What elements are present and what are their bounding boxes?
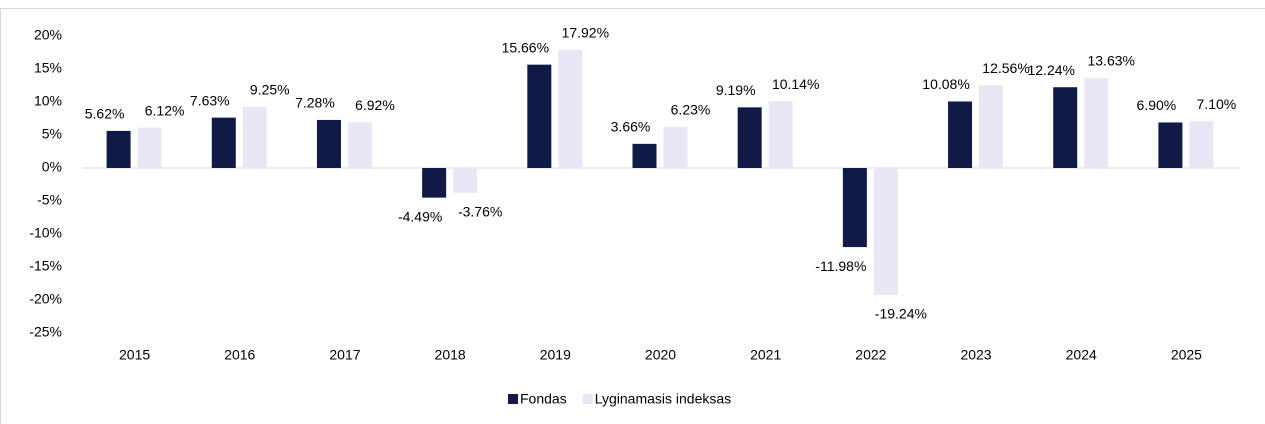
data-label: -3.76% bbox=[458, 204, 502, 220]
y-tick-label: 10% bbox=[34, 93, 62, 109]
bar bbox=[663, 126, 688, 168]
bar bbox=[979, 85, 1004, 168]
bar bbox=[873, 168, 898, 295]
y-tick-label: -10% bbox=[29, 225, 62, 241]
bar bbox=[137, 127, 162, 168]
y-tick-label: 5% bbox=[42, 126, 62, 142]
x-tick-label: 2020 bbox=[645, 347, 676, 363]
bar bbox=[1053, 87, 1078, 168]
bar bbox=[768, 101, 793, 168]
legend-label: Lyginamasis indeksas bbox=[595, 391, 731, 407]
bar bbox=[242, 106, 267, 168]
legend-swatch bbox=[582, 394, 593, 404]
bar bbox=[842, 168, 867, 248]
bar bbox=[106, 130, 131, 168]
bar bbox=[453, 168, 478, 193]
data-label: 12.56% bbox=[982, 60, 1029, 76]
data-label: 15.66% bbox=[502, 39, 549, 55]
y-tick-label: 15% bbox=[34, 60, 62, 76]
y-tick-label: 0% bbox=[42, 159, 62, 175]
x-tick-label: 2025 bbox=[1171, 347, 1202, 363]
data-label: 9.19% bbox=[716, 82, 756, 98]
y-tick-label: -15% bbox=[29, 258, 62, 274]
data-label: 6.92% bbox=[355, 97, 395, 113]
data-label: 5.62% bbox=[85, 106, 125, 122]
bar bbox=[211, 117, 236, 168]
chart-border bbox=[0, 8, 1265, 424]
y-tick-label: 20% bbox=[34, 27, 62, 43]
data-label: 12.24% bbox=[1027, 62, 1074, 78]
bar bbox=[1158, 122, 1183, 168]
data-label: 7.10% bbox=[1197, 96, 1237, 112]
data-label: -4.49% bbox=[398, 208, 442, 224]
x-tick-label: 2017 bbox=[329, 347, 360, 363]
bar bbox=[1084, 78, 1109, 168]
y-tick-label: -5% bbox=[37, 192, 62, 208]
bar bbox=[422, 168, 447, 198]
data-label: 7.28% bbox=[295, 95, 335, 111]
data-label: -11.98% bbox=[815, 258, 866, 274]
data-label: 9.25% bbox=[250, 82, 290, 98]
x-tick-label: 2023 bbox=[960, 347, 991, 363]
data-label: 6.23% bbox=[671, 102, 711, 118]
data-label: 6.12% bbox=[145, 102, 185, 118]
data-label: 3.66% bbox=[611, 119, 651, 135]
bar bbox=[558, 49, 583, 169]
bar bbox=[737, 107, 762, 168]
x-tick-label: 2018 bbox=[435, 347, 466, 363]
data-label: -19.24% bbox=[875, 306, 927, 322]
x-tick-label: 2015 bbox=[119, 347, 150, 363]
data-label: 7.63% bbox=[190, 92, 230, 108]
bar bbox=[1189, 121, 1214, 168]
data-label: 6.90% bbox=[1137, 97, 1177, 113]
bar bbox=[527, 64, 552, 168]
data-label: 13.63% bbox=[1087, 53, 1134, 69]
y-tick-label: -25% bbox=[29, 324, 62, 340]
x-tick-label: 2016 bbox=[224, 347, 255, 363]
legend-swatch bbox=[508, 394, 518, 404]
data-label: 10.08% bbox=[922, 76, 969, 92]
x-tick-label: 2021 bbox=[750, 347, 781, 363]
y-tick-label: -20% bbox=[29, 291, 62, 307]
x-tick-label: 2024 bbox=[1066, 347, 1097, 363]
bar bbox=[347, 122, 372, 168]
x-tick-label: 2022 bbox=[855, 347, 886, 363]
legend-label: Fondas bbox=[520, 391, 567, 407]
data-label: 17.92% bbox=[562, 24, 609, 40]
bar bbox=[316, 119, 341, 168]
data-label: 10.14% bbox=[772, 76, 819, 92]
x-tick-label: 2019 bbox=[540, 347, 571, 363]
bar bbox=[632, 143, 657, 168]
bar bbox=[948, 101, 973, 168]
